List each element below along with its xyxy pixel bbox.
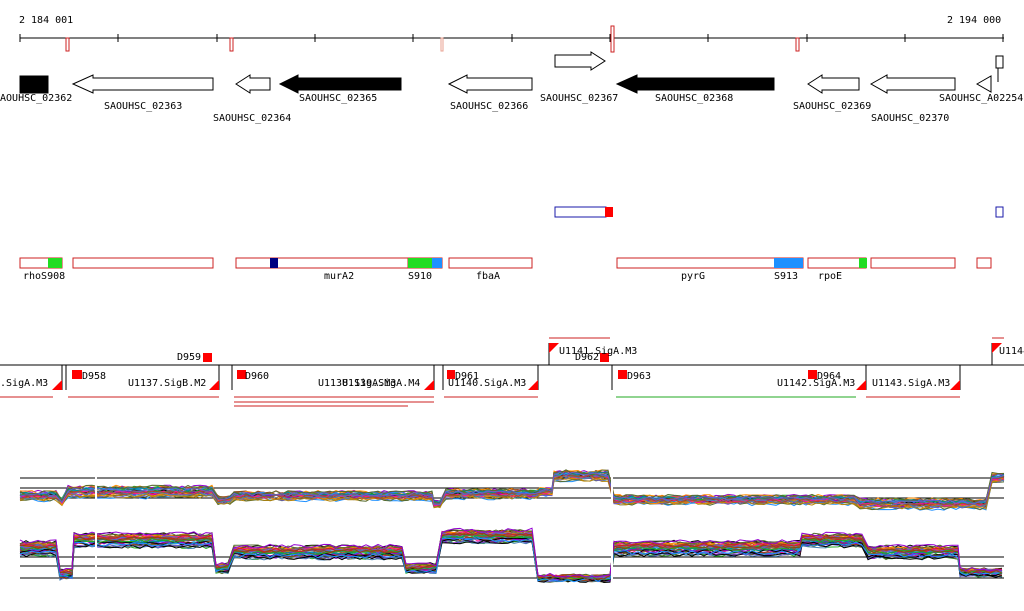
gene-label: SAOUHSC_02362 bbox=[0, 93, 72, 104]
segment-marker[interactable] bbox=[618, 370, 627, 379]
tss-label: U1137.SigB.M2 bbox=[128, 378, 206, 389]
feature-box[interactable] bbox=[995, 206, 1004, 218]
gene-arrow[interactable] bbox=[554, 51, 606, 71]
expression-trace bbox=[19, 469, 1005, 504]
segment-label: D960 bbox=[245, 371, 269, 382]
ruler-ticks bbox=[19, 34, 1004, 42]
gene-arrow[interactable] bbox=[278, 74, 402, 94]
expression-trace bbox=[19, 471, 1005, 505]
expression-profiles bbox=[19, 469, 1005, 511]
tss-label: 5.SigA.M3 bbox=[0, 378, 48, 389]
feature-label: murA2 bbox=[324, 271, 354, 282]
gene-label: SAOUHSC_02369 bbox=[793, 101, 871, 112]
gene-arrow[interactable] bbox=[235, 74, 271, 94]
gene-labels: SAOUHSC_02362 SAOUHSC_02363 SAOUHSC_0236… bbox=[0, 93, 1023, 124]
segment-marker[interactable] bbox=[237, 370, 246, 379]
expression-trace bbox=[19, 537, 1003, 583]
gene-label: SAOUHSC_02367 bbox=[540, 93, 618, 104]
ruler-markers bbox=[65, 25, 800, 53]
gene-label: SAOUHSC_02370 bbox=[871, 113, 949, 124]
transcription-track: D958 D959 D960 D961 D962 D963 D964 5.Sig… bbox=[0, 337, 1024, 407]
segment-marker[interactable] bbox=[72, 370, 82, 379]
feature-box[interactable] bbox=[554, 206, 607, 218]
feature-label: fbaA bbox=[476, 271, 500, 282]
gene-label: SAOUHSC_02364 bbox=[213, 113, 291, 124]
expression-trace bbox=[19, 474, 1005, 508]
gene-arrow[interactable] bbox=[615, 74, 775, 94]
gene-label: SAOUHSC_02366 bbox=[450, 101, 528, 112]
annotation-track: rhoS908 murA2 S910 fbaA pyrG S913 rpoE bbox=[19, 257, 992, 282]
expression-trace bbox=[19, 474, 1005, 508]
tss-label: U1139.SigA.M4 bbox=[342, 378, 420, 389]
feature-box[interactable] bbox=[235, 257, 432, 269]
expression-panel-top bbox=[19, 469, 1005, 511]
segment-marker[interactable] bbox=[447, 370, 455, 379]
expression-trace bbox=[19, 531, 1003, 580]
feature-marker[interactable] bbox=[774, 258, 803, 268]
feature-marker[interactable] bbox=[432, 258, 442, 268]
expression-trace bbox=[19, 539, 1003, 584]
feature-box[interactable] bbox=[72, 257, 214, 269]
tss-label: U1138.SigA.M3 bbox=[318, 378, 396, 389]
feature-label: pyrG bbox=[681, 271, 705, 282]
feature-marker[interactable] bbox=[408, 258, 432, 268]
feature-marker[interactable] bbox=[48, 258, 62, 268]
segment-label: D963 bbox=[627, 371, 651, 382]
feature-label: rpoE bbox=[818, 271, 842, 282]
tss-label: U1143.SigA.M3 bbox=[872, 378, 950, 389]
gene-arrow[interactable] bbox=[447, 74, 533, 94]
expression-trace bbox=[19, 527, 1003, 578]
gene-arrow[interactable] bbox=[19, 75, 49, 94]
segment-marker[interactable] bbox=[808, 370, 817, 379]
gene-arrow[interactable] bbox=[71, 74, 214, 94]
gene-arrow[interactable] bbox=[995, 55, 1004, 69]
tss-label: U1144 bbox=[999, 346, 1024, 357]
segment-marker[interactable] bbox=[203, 353, 212, 362]
feature-box[interactable] bbox=[976, 257, 992, 269]
gene-track bbox=[19, 51, 1004, 94]
ruler-start-label: 2 184 001 bbox=[19, 15, 73, 26]
segment-label: D964 bbox=[817, 371, 841, 382]
expression-profiles bbox=[19, 527, 1003, 584]
small-feature-track bbox=[554, 206, 1004, 218]
feature-box[interactable] bbox=[807, 257, 867, 269]
segment-marker[interactable] bbox=[600, 353, 609, 362]
feature-marker[interactable] bbox=[270, 258, 278, 268]
feature-box[interactable] bbox=[448, 257, 533, 269]
gene-label: SAOUHSC_02363 bbox=[104, 101, 182, 112]
gene-label: SAOUHSC_02368 bbox=[655, 93, 733, 104]
feature-label: rhoS908 bbox=[23, 271, 65, 282]
feature-label: S913 bbox=[774, 271, 798, 282]
gene-arrow[interactable] bbox=[807, 74, 860, 94]
coordinate-ruler: 2 184 001 2 194 000 bbox=[19, 15, 1004, 53]
gene-arrow[interactable] bbox=[975, 75, 992, 93]
feature-box[interactable] bbox=[870, 257, 956, 269]
tss-label: U1141.SigA.M3 bbox=[559, 346, 637, 357]
segment-label: D958 bbox=[82, 371, 106, 382]
gene-label: SAOUHSC_A02254 bbox=[939, 93, 1023, 104]
feature-label: S910 bbox=[408, 271, 432, 282]
expression-panel-bottom bbox=[19, 527, 1004, 584]
gene-arrow[interactable] bbox=[869, 74, 956, 94]
expression-trace bbox=[19, 529, 1003, 579]
feature-marker[interactable] bbox=[605, 207, 613, 217]
gene-label: SAOUHSC_02365 bbox=[299, 93, 377, 104]
segment-label: D959 bbox=[177, 352, 201, 363]
segment-label: D962 bbox=[575, 352, 599, 363]
tss-label: U1142.SigA.M3 bbox=[777, 378, 855, 389]
ruler-end-label: 2 194 000 bbox=[947, 15, 1001, 26]
feature-marker[interactable] bbox=[859, 258, 867, 268]
expression-trace bbox=[19, 533, 1003, 581]
expression-trace bbox=[19, 532, 1003, 580]
segment-label: D961 bbox=[455, 371, 479, 382]
tss-label: U1140.SigA.M3 bbox=[448, 378, 526, 389]
